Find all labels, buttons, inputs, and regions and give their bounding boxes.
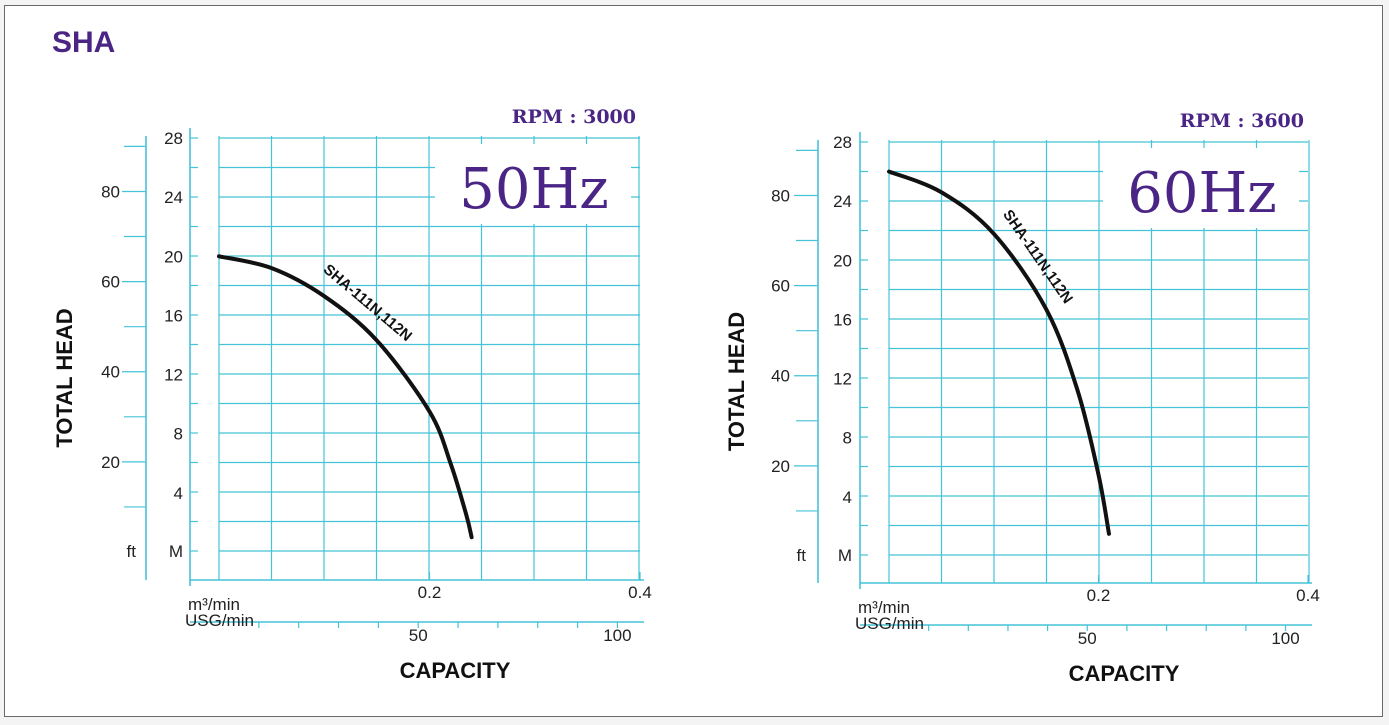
- x-unit-m3: m³/min: [858, 598, 910, 617]
- y-tick-label-ft: 40: [101, 363, 120, 382]
- performance-curve: [887, 169, 1111, 536]
- y-axis-title: TOTAL HEAD: [724, 312, 749, 451]
- chart-panel-2: 80 60 40 20 ft 28 24 20 16 12 8 4 M TOTAL HEAD 0.2 0.4 m…: [724, 110, 1320, 686]
- y-axis-title: TOTAL HEAD: [52, 308, 77, 447]
- y-unit-m: M: [169, 542, 183, 561]
- y-tick-label-m: 20: [833, 251, 852, 270]
- frequency-label-bg: [435, 144, 631, 224]
- y-tick-label-m: 24: [833, 192, 852, 211]
- x-tick-label-m3: 0.4: [1296, 586, 1320, 605]
- y-tick-label-m: 28: [833, 133, 852, 152]
- y-tick-label-ft: 80: [101, 182, 120, 201]
- chart-panel-1: 80 60 40 20 ft 28 24 20 16 12 8 4 M TOTAL HEAD 0.2 0.4 m…: [52, 106, 652, 683]
- y-tick-label-m: 4: [843, 488, 852, 507]
- rpm-label: RPM : 3600: [1180, 110, 1304, 132]
- x-tick-label-usg: 100: [603, 626, 631, 645]
- y-tick-label-m: 8: [174, 425, 183, 444]
- x-unit-usg: USG/min: [855, 614, 924, 633]
- y-unit-ft: ft: [127, 542, 137, 561]
- y-tick-label-m: 12: [833, 370, 852, 389]
- x-tick-label-m3: 0.2: [1087, 586, 1111, 605]
- x-tick-label-m3: 0.2: [418, 583, 442, 602]
- y-tick-label-m: 16: [164, 306, 183, 325]
- y-tick-label-m: 4: [174, 484, 183, 503]
- x-unit-m3: m³/min: [188, 595, 240, 614]
- y-unit-m: M: [838, 546, 852, 565]
- y-tick-label-m: 8: [843, 429, 852, 448]
- x-axis-title: CAPACITY: [400, 658, 511, 683]
- x-tick-label-usg: 50: [409, 626, 428, 645]
- y-tick-label-ft: 20: [101, 453, 120, 472]
- y-tick-label-m: 24: [164, 188, 183, 207]
- frequency-label: 50Hz: [459, 157, 609, 222]
- rpm-label: RPM : 3000: [512, 106, 636, 128]
- x-axis-title: CAPACITY: [1069, 661, 1180, 686]
- y-unit-ft: ft: [797, 546, 807, 565]
- page-title: SHA: [52, 26, 116, 59]
- y-tick-label-ft: 20: [771, 457, 790, 476]
- frequency-label: 60Hz: [1127, 161, 1277, 226]
- y-tick-label-m: 12: [164, 366, 183, 385]
- performance-curve: [217, 254, 474, 540]
- y-tick-label-ft: 60: [771, 277, 790, 296]
- y-tick-label-ft: 80: [771, 186, 790, 205]
- x-tick-label-m3: 0.4: [628, 583, 652, 602]
- x-unit-usg: USG/min: [185, 611, 254, 630]
- x-tick-label-usg: 50: [1078, 629, 1097, 648]
- y-tick-label-m: 20: [164, 247, 183, 266]
- y-tick-label-m: 16: [833, 310, 852, 329]
- figure-frame: [4, 5, 1383, 717]
- frequency-label-bg: [1103, 148, 1299, 228]
- y-tick-label-m: 28: [164, 129, 183, 148]
- x-tick-label-usg: 100: [1271, 629, 1299, 648]
- y-tick-label-ft: 40: [771, 367, 790, 386]
- y-tick-label-ft: 60: [101, 273, 120, 292]
